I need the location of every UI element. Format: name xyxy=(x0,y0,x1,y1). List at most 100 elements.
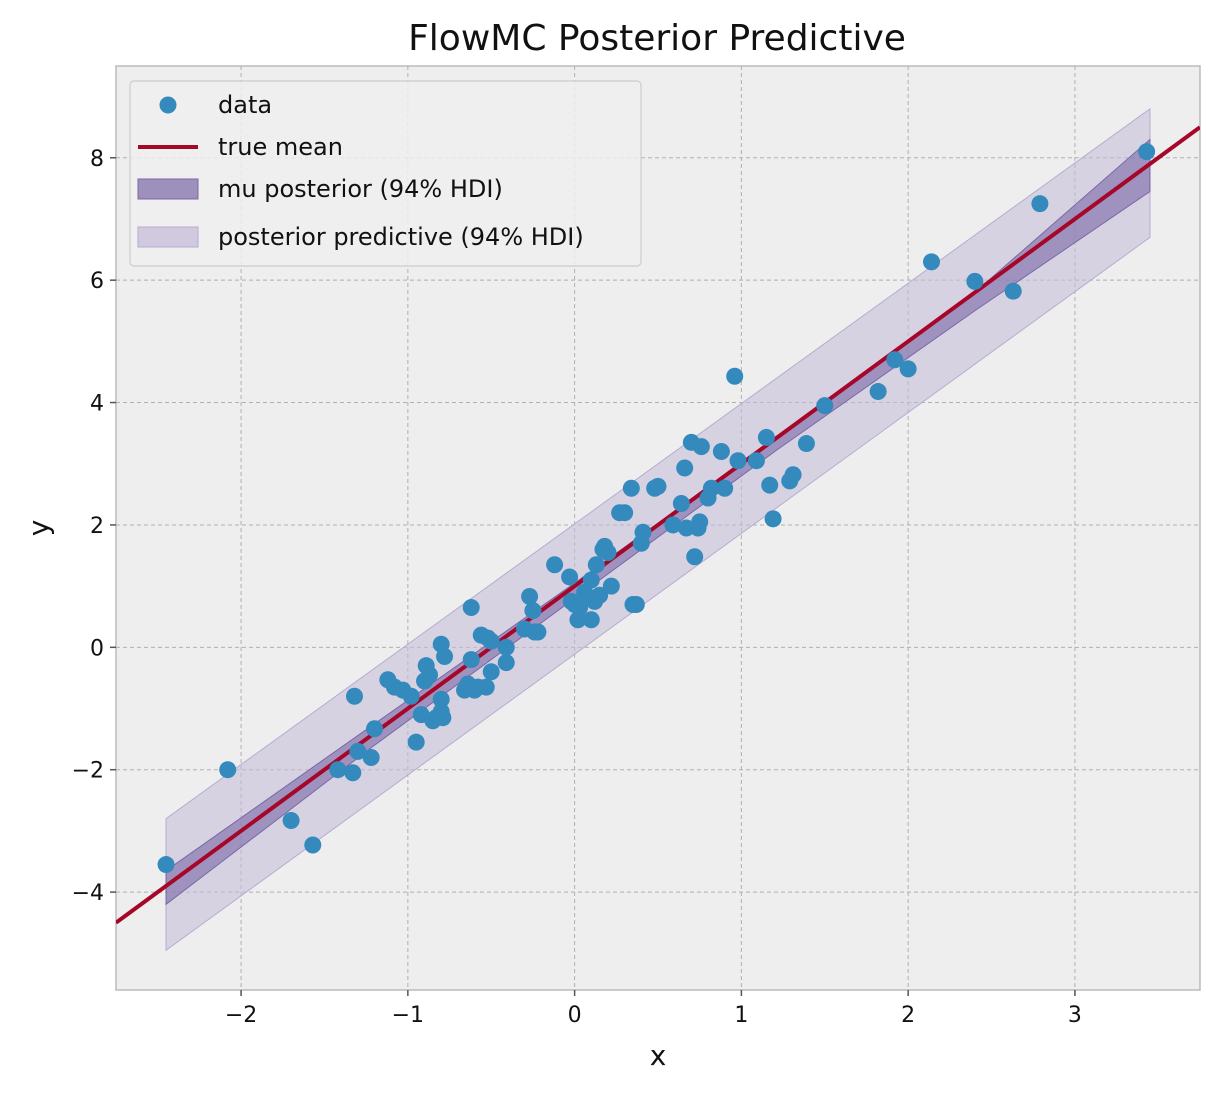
data-point xyxy=(462,599,480,617)
y-tick-label: −2 xyxy=(72,759,104,784)
data-point xyxy=(649,477,667,495)
axis-ticks: −2 −1 0 1 2 3 −4 −2 0 2 4 6 8 xyxy=(72,147,1082,1028)
data-point xyxy=(886,351,904,369)
data-point xyxy=(923,253,941,271)
data-point xyxy=(747,452,765,470)
data-point xyxy=(219,761,237,779)
data-point xyxy=(524,602,542,620)
y-tick-label: 6 xyxy=(90,269,104,294)
data-point xyxy=(757,428,775,446)
data-point xyxy=(691,513,709,531)
legend-label: mu posterior (94% HDI) xyxy=(218,175,503,203)
legend-label: true mean xyxy=(218,133,343,161)
data-point xyxy=(676,459,694,477)
data-point xyxy=(157,856,175,874)
data-point xyxy=(729,452,747,470)
data-point xyxy=(477,678,495,696)
data-point xyxy=(1004,282,1022,300)
data-point xyxy=(582,571,600,589)
data-point xyxy=(462,651,480,669)
data-point xyxy=(966,272,984,290)
y-tick-label: 0 xyxy=(90,636,104,661)
data-point xyxy=(497,638,515,656)
data-point xyxy=(677,519,695,537)
data-point xyxy=(816,397,834,415)
data-point xyxy=(402,687,420,705)
data-point xyxy=(482,632,500,650)
data-point xyxy=(797,435,815,453)
data-point xyxy=(712,443,730,461)
data-point xyxy=(497,654,515,672)
data-point xyxy=(634,523,652,541)
data-point xyxy=(304,836,322,854)
data-point xyxy=(627,595,645,613)
data-point xyxy=(591,586,609,604)
x-tick-label: 3 xyxy=(1068,1003,1082,1028)
data-point xyxy=(329,761,347,779)
x-axis-label: x xyxy=(650,1039,667,1072)
legend: data true mean mu posterior (94% HDI) poste… xyxy=(129,80,642,267)
y-tick-label: 2 xyxy=(90,514,104,539)
data-point xyxy=(784,466,802,484)
data-point xyxy=(582,611,600,629)
data-point xyxy=(716,479,734,497)
data-point xyxy=(692,438,710,456)
data-point xyxy=(616,504,634,522)
data-points xyxy=(157,143,1156,874)
legend-item-data: data xyxy=(159,91,272,119)
data-point xyxy=(764,510,782,528)
data-point xyxy=(602,577,620,595)
data-point xyxy=(482,663,500,681)
legend-label: data xyxy=(218,91,272,119)
data-point xyxy=(561,568,579,586)
data-point xyxy=(1031,195,1049,213)
data-point xyxy=(407,733,425,751)
legend-patch xyxy=(137,178,199,200)
data-point xyxy=(622,479,640,497)
data-point xyxy=(664,516,682,534)
legend-marker xyxy=(159,96,177,114)
x-tick-label: 1 xyxy=(734,1003,748,1028)
chart-title: FlowMC Posterior Predictive xyxy=(408,18,906,59)
data-point xyxy=(521,588,539,606)
legend-label: posterior predictive (94% HDI) xyxy=(218,223,584,251)
data-point xyxy=(365,720,383,738)
data-point xyxy=(362,748,380,766)
data-point xyxy=(702,479,720,497)
data-point xyxy=(899,360,917,378)
data-point xyxy=(434,709,452,727)
x-tick-label: 0 xyxy=(568,1003,582,1028)
true-mean-line xyxy=(116,125,1200,925)
legend-box xyxy=(129,80,642,267)
y-axis-label: y xyxy=(22,520,55,537)
legend-item-true-mean: true mean xyxy=(138,133,343,161)
data-point xyxy=(282,811,300,829)
y-tick-label: 4 xyxy=(90,392,104,417)
data-point xyxy=(599,543,617,561)
data-point xyxy=(869,383,887,401)
data-point xyxy=(686,548,704,566)
true-mean-layer xyxy=(116,125,1200,925)
data-point xyxy=(1138,143,1156,161)
data-point xyxy=(529,623,547,641)
legend-patch xyxy=(137,226,199,248)
data-point xyxy=(546,556,564,574)
data-point xyxy=(672,495,690,513)
legend-item-mu: mu posterior (94% HDI) xyxy=(137,175,503,203)
y-tick-label: −4 xyxy=(72,881,104,906)
data-point xyxy=(349,742,367,760)
data-point xyxy=(432,690,450,708)
legend-item-pp: posterior predictive (94% HDI) xyxy=(137,223,584,251)
data-point xyxy=(587,556,605,574)
x-tick-label: 2 xyxy=(901,1003,915,1028)
y-tick-label: 8 xyxy=(90,147,104,172)
data-point xyxy=(726,367,744,385)
data-point xyxy=(436,648,454,666)
data-point xyxy=(761,476,779,494)
data-point xyxy=(344,764,362,782)
x-tick-label: −1 xyxy=(392,1003,424,1028)
data-point xyxy=(421,666,439,684)
data-point xyxy=(345,687,363,705)
x-tick-label: −2 xyxy=(225,1003,257,1028)
